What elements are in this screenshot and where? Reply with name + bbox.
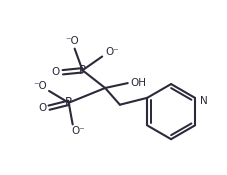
Text: O⁻: O⁻ xyxy=(72,126,85,136)
Text: O⁻: O⁻ xyxy=(105,47,119,57)
Text: OH: OH xyxy=(131,78,147,88)
Text: P: P xyxy=(65,96,72,109)
Text: O: O xyxy=(52,67,60,77)
Text: ⁻O: ⁻O xyxy=(66,36,79,46)
Text: O: O xyxy=(38,103,46,113)
Text: N: N xyxy=(200,96,208,106)
Text: ⁻O: ⁻O xyxy=(33,81,47,91)
Text: P: P xyxy=(79,64,86,77)
